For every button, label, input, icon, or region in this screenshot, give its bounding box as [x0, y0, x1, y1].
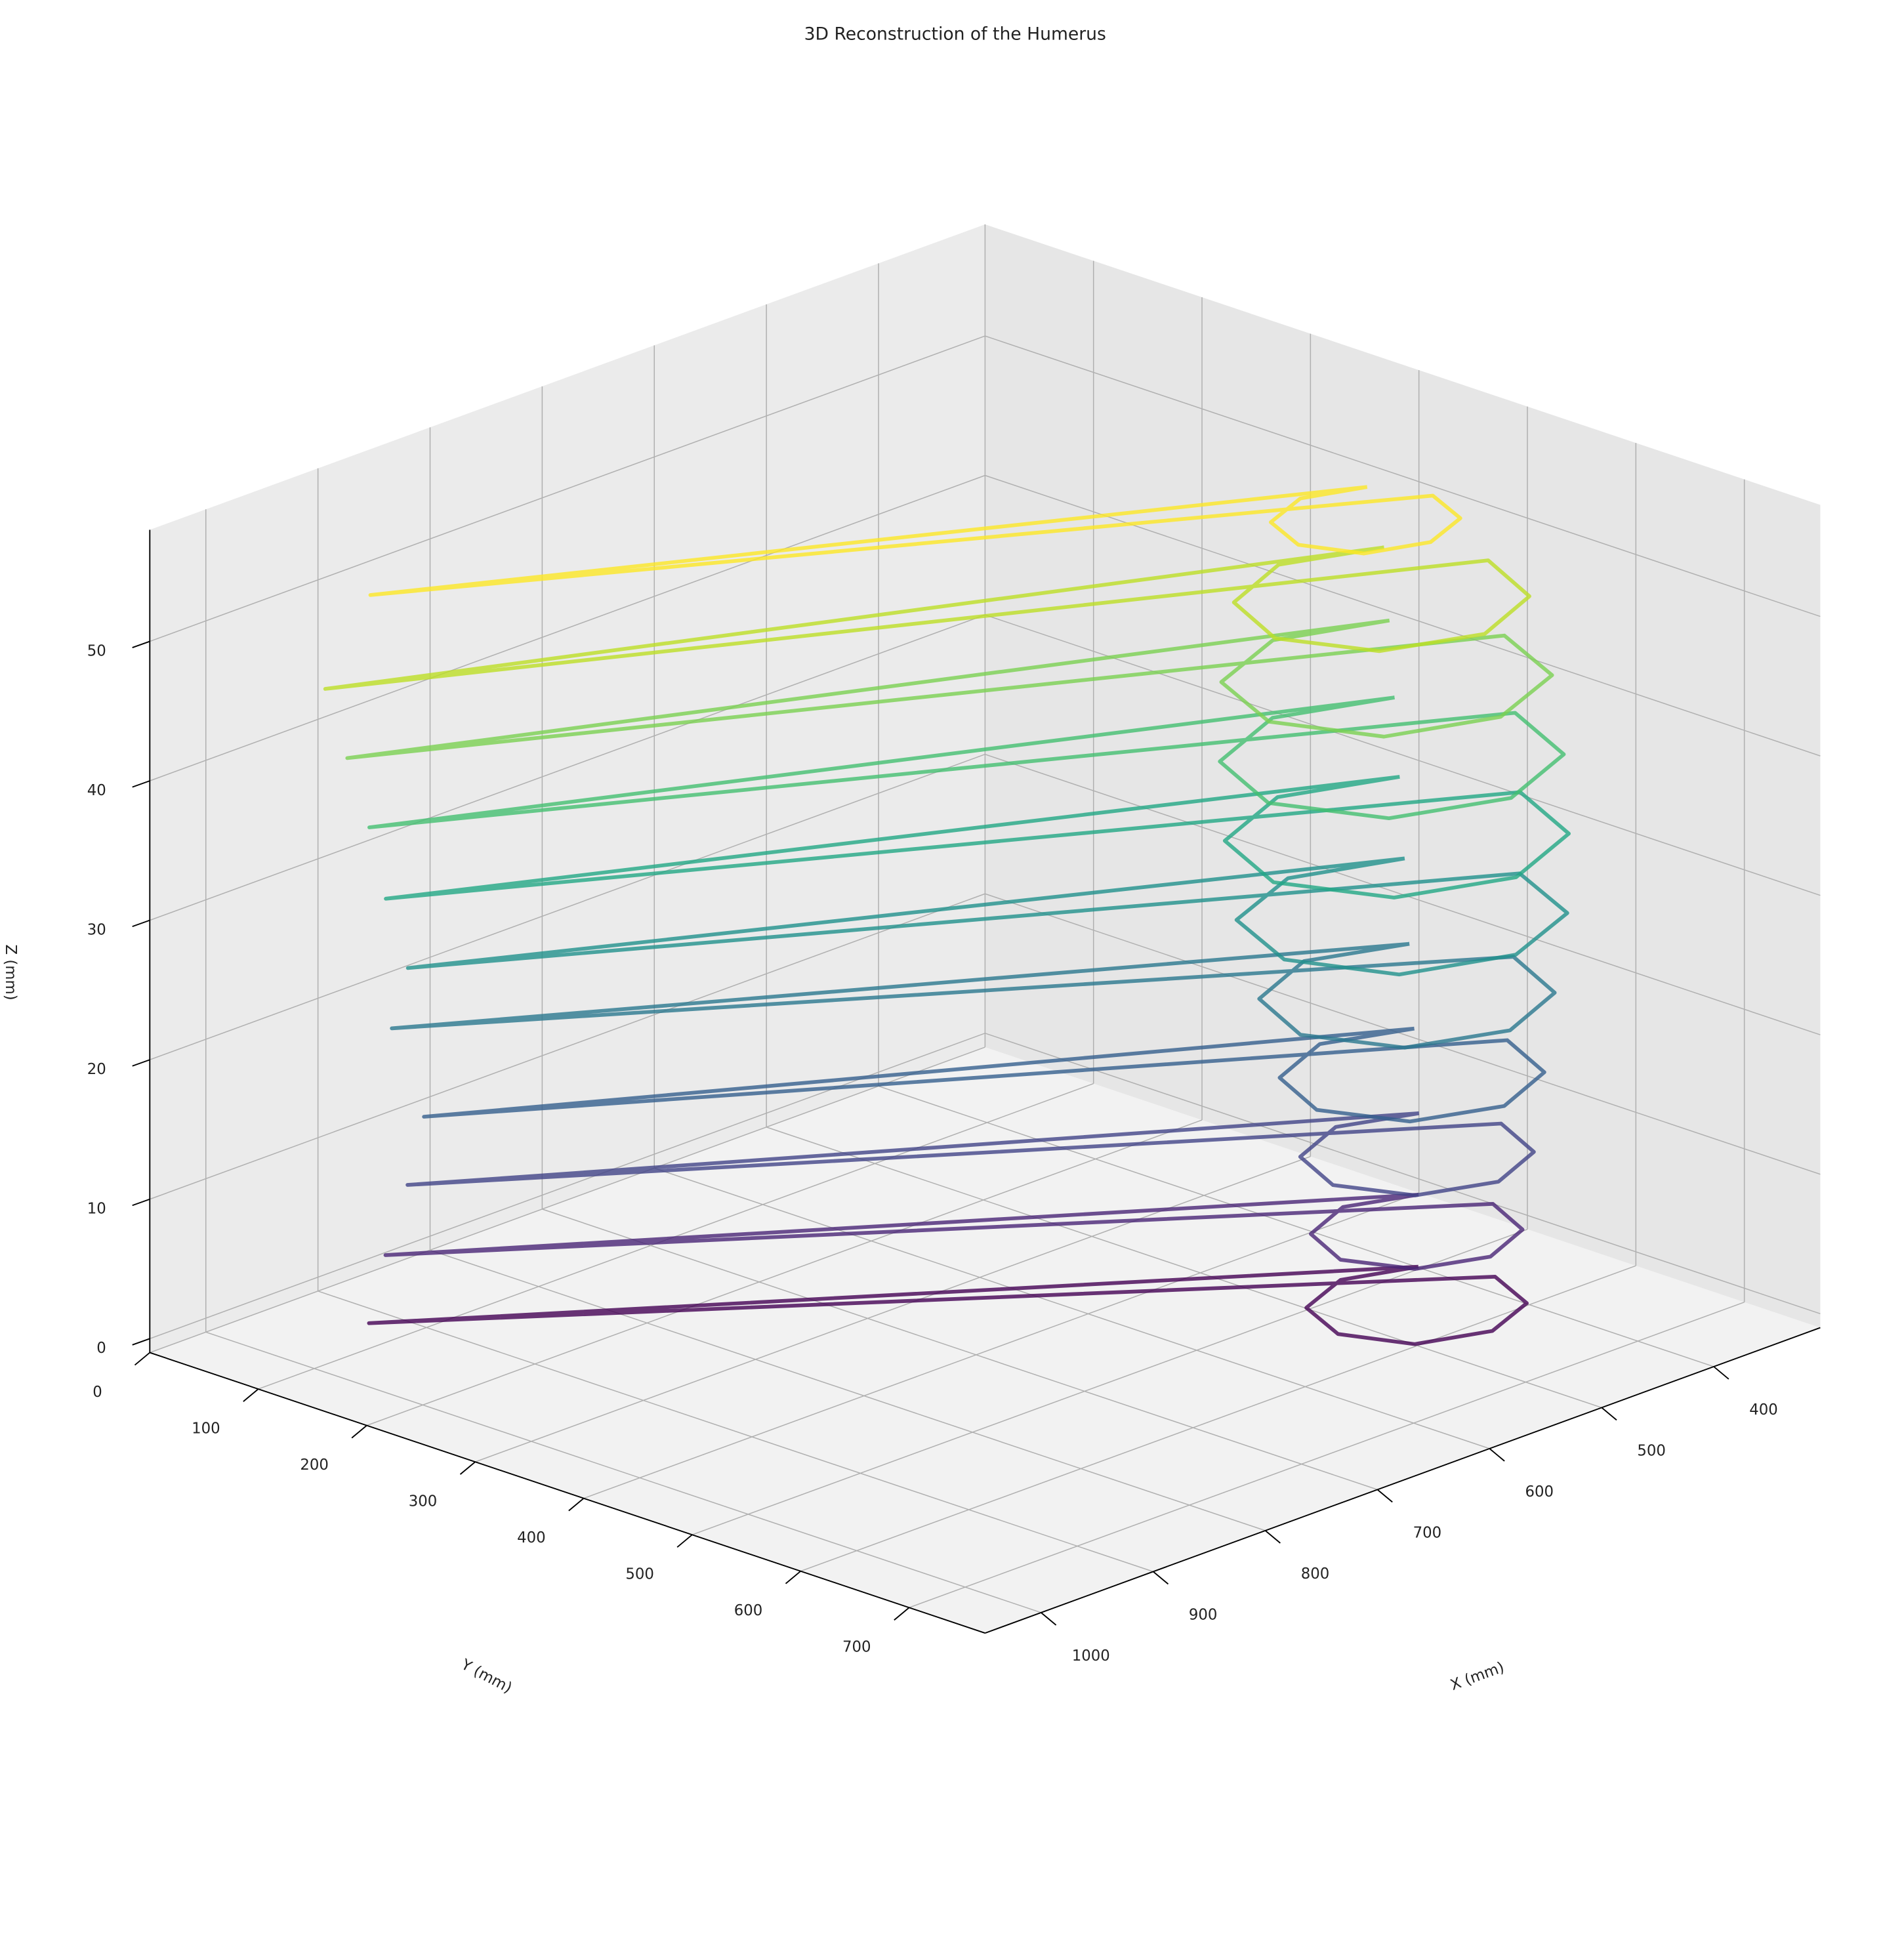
- slice-line: [405, 1111, 1536, 1197]
- x-tick: [1601, 1407, 1617, 1421]
- x-tick: [1489, 1448, 1505, 1462]
- z-tick: [132, 1059, 150, 1067]
- y-tick-label: 0: [93, 1384, 102, 1401]
- x-axis-line: [985, 1327, 1821, 1634]
- grid-line: [150, 1046, 985, 1354]
- y-tick-label: 200: [300, 1457, 329, 1474]
- grid-line: [150, 1033, 985, 1340]
- y-tick: [351, 1424, 367, 1439]
- x-axis-label: X (mm): [1448, 1659, 1506, 1694]
- x-tick-label: 700: [1413, 1524, 1442, 1541]
- grid-line: [205, 1331, 1042, 1613]
- grid-line: [766, 1127, 1602, 1409]
- x-tick-label: 500: [1637, 1442, 1666, 1459]
- x-tick: [1153, 1571, 1169, 1585]
- grid-line: [318, 1291, 1153, 1573]
- y-tick: [676, 1534, 693, 1548]
- chart-title: 3D Reconstruction of the Humerus: [804, 24, 1106, 45]
- left-pane: [150, 224, 985, 1353]
- right-pane: [985, 224, 1821, 1328]
- slice-line: [384, 775, 1571, 901]
- x-tick-label: 1000: [1072, 1647, 1110, 1665]
- slice-line: [323, 545, 1531, 691]
- grid-line: [150, 335, 985, 642]
- x-tick: [1376, 1489, 1393, 1503]
- x-tick: [1713, 1366, 1729, 1380]
- y-tick: [894, 1607, 910, 1621]
- y-tick: [785, 1570, 801, 1584]
- y-tick-label: 600: [734, 1602, 763, 1619]
- x-tick-label: 800: [1301, 1565, 1330, 1583]
- y-axis-line: [150, 1352, 985, 1634]
- z-tick-label: 10: [87, 1200, 106, 1217]
- grid-line: [985, 335, 1821, 617]
- grid-line: [542, 1209, 1378, 1491]
- z-tick: [132, 919, 150, 928]
- z-tick: [132, 780, 150, 788]
- grid-line: [800, 1265, 1636, 1572]
- x-tick: [1264, 1530, 1281, 1544]
- y-tick-label: 700: [842, 1639, 871, 1656]
- y-tick: [134, 1352, 150, 1366]
- slice-line: [422, 1026, 1546, 1124]
- grid-line: [366, 1119, 1203, 1426]
- grid-line: [985, 1033, 1821, 1315]
- y-tick: [243, 1388, 259, 1402]
- x-tick: [1041, 1612, 1057, 1626]
- grid-line: [878, 1085, 1714, 1367]
- x-tick-label: 400: [1749, 1401, 1778, 1418]
- x-tick-label: 600: [1525, 1483, 1554, 1501]
- grid-line: [150, 474, 985, 781]
- grid-line: [985, 614, 1821, 896]
- grid-line: [985, 474, 1821, 756]
- grid-line: [150, 753, 985, 1060]
- grid-line: [583, 1192, 1419, 1499]
- y-tick-label: 300: [409, 1493, 438, 1510]
- z-tick-label: 30: [87, 921, 106, 938]
- z-axis-label: Z (mm): [2, 945, 19, 1001]
- slice-line: [345, 618, 1554, 760]
- slice-line: [383, 1192, 1525, 1271]
- slice-line: [405, 856, 1569, 977]
- slice-line: [367, 695, 1566, 829]
- grid-line: [654, 1167, 1490, 1449]
- grid-line: [150, 893, 985, 1200]
- slice-line: [367, 1264, 1529, 1346]
- z-tick-label: 50: [87, 642, 106, 659]
- grid-line: [909, 1301, 1745, 1608]
- slice-line: [368, 485, 1462, 597]
- slice-line: [390, 942, 1557, 1050]
- z-tick: [132, 1198, 150, 1207]
- y-axis-label: Y (mm): [458, 1656, 515, 1697]
- x-tick-label: 900: [1189, 1606, 1218, 1623]
- z-tick-label: 0: [96, 1340, 106, 1357]
- y-tick: [459, 1461, 476, 1475]
- z-tick-label: 40: [87, 782, 106, 799]
- z-tick-label: 20: [87, 1061, 106, 1078]
- grid-line: [150, 614, 985, 921]
- y-tick-label: 500: [625, 1565, 654, 1583]
- grid-line: [430, 1249, 1266, 1531]
- z-tick: [132, 1338, 150, 1346]
- y-tick-label: 400: [517, 1529, 546, 1546]
- y-tick: [568, 1497, 585, 1512]
- z-tick: [132, 640, 150, 648]
- y-tick-label: 100: [192, 1420, 220, 1437]
- grid-line: [985, 893, 1821, 1175]
